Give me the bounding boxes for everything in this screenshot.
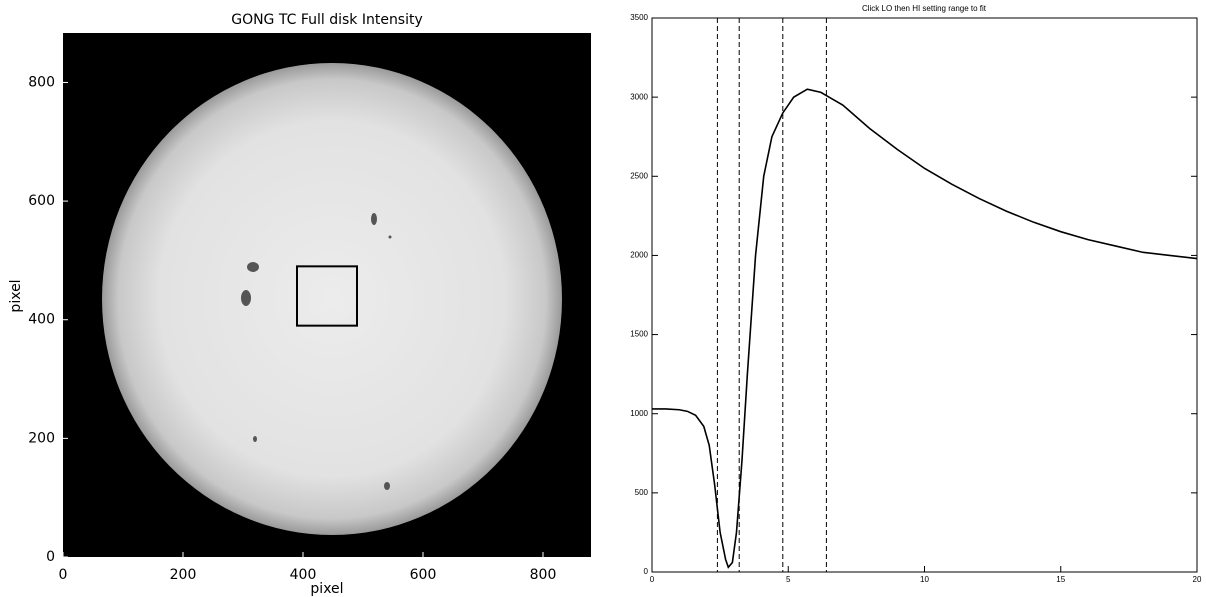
x-tick-label: 5 bbox=[786, 575, 791, 584]
y-tick-label: 2500 bbox=[630, 171, 648, 180]
x-tick-label: 200 bbox=[170, 567, 197, 583]
selection-box bbox=[296, 265, 358, 327]
x-tick-label: 0 bbox=[59, 567, 68, 583]
y-tick-label: 0 bbox=[46, 549, 55, 565]
y-axis-label: pixel bbox=[8, 279, 24, 312]
plot-frame bbox=[651, 17, 1198, 573]
x-axis-label: pixel bbox=[310, 581, 343, 597]
y-tick-label: 600 bbox=[28, 193, 55, 209]
x-tick-label: 10 bbox=[920, 575, 929, 584]
sunspots bbox=[241, 213, 392, 490]
data-line bbox=[652, 88, 1198, 569]
x-tick-label: 0 bbox=[650, 575, 655, 584]
y-tick-label: 3500 bbox=[630, 13, 648, 22]
y-tick-label: 2000 bbox=[630, 251, 648, 260]
x-tick-label: 800 bbox=[530, 567, 557, 583]
chart-title: GONG TC Full disk Intensity bbox=[231, 12, 423, 28]
y-tick-label: 200 bbox=[28, 430, 55, 446]
y-tick-label: 500 bbox=[635, 488, 649, 497]
x-tick-label: 400 bbox=[290, 567, 317, 583]
y-tick-label: 3000 bbox=[630, 92, 648, 101]
y-tick-label: 1000 bbox=[630, 409, 648, 418]
sun-disk bbox=[102, 63, 562, 535]
y-tick-label: 400 bbox=[28, 312, 55, 328]
x-tick-label: 20 bbox=[1193, 575, 1202, 584]
x-tick-label: 15 bbox=[1056, 575, 1065, 584]
y-tick-label: 800 bbox=[28, 74, 55, 90]
chart-title: Click LO then HI setting range to fit bbox=[862, 4, 987, 13]
y-tick-label: 0 bbox=[644, 567, 649, 576]
y-tick-label: 1500 bbox=[630, 330, 648, 339]
x-tick-label: 600 bbox=[410, 567, 437, 583]
